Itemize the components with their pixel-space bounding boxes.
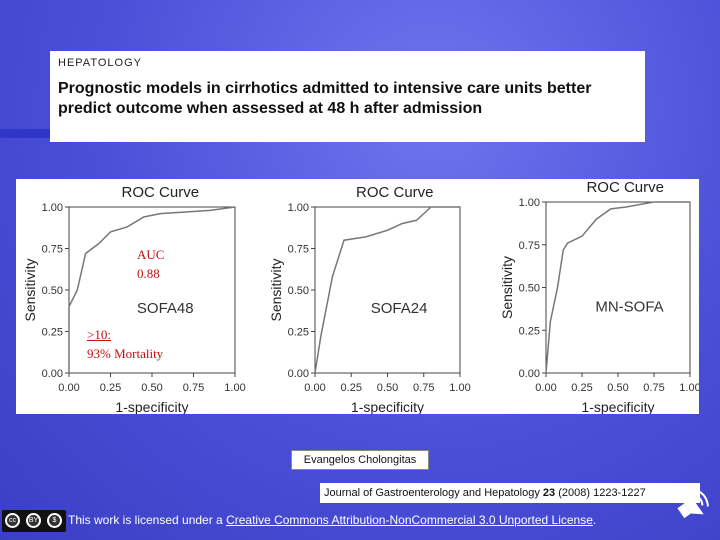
y-tick-label: 0.00: [519, 368, 540, 380]
license-link[interactable]: Creative Commons Attribution-NonCommerci…: [226, 513, 593, 527]
x-tick-label: 0.75: [183, 382, 204, 394]
roc-curve: [68, 206, 236, 373]
roc-curve: [545, 201, 690, 374]
x-tick-label: 0.00: [535, 382, 556, 394]
accent-bar: [0, 129, 56, 138]
article-header: HEPATOLOGY Prognostic models in cirrhoti…: [50, 51, 645, 142]
cc-license-badge[interactable]: cc BY $: [2, 510, 66, 532]
auc-value: 0.88: [137, 266, 160, 281]
x-axis-label: 1-specificity: [351, 399, 424, 414]
x-tick-label: 0.50: [141, 382, 162, 394]
y-axis-label: Sensitivity: [22, 258, 38, 321]
y-tick-label: 0.25: [288, 327, 309, 339]
y-axis-label: Sensitivity: [499, 256, 515, 319]
author-name: Evangelos Cholongitas: [291, 450, 429, 470]
x-tick-label: 0.75: [413, 382, 434, 394]
citation-volume: 23: [542, 487, 556, 499]
roc-charts: ROC Curve 0.00 0.25 0.50 0.75 1.00 0.00 0.25 0.5…: [22, 179, 699, 414]
y-tick-label: 0.50: [288, 285, 309, 297]
y-tick-label: 0.75: [288, 244, 309, 256]
roc-panel: ROC Curve 0.00 0.25 0.50 0.75 1.00 0.00 0.25 0.5…: [16, 179, 699, 414]
threshold-label: >10:: [87, 327, 111, 342]
x-tick-label: 0.25: [100, 382, 121, 394]
x-tick-label: 0.00: [304, 382, 325, 394]
chart-title: ROC Curve: [122, 184, 200, 201]
auc-label: AUC: [137, 247, 165, 262]
attribution-icon: BY: [26, 513, 41, 528]
x-tick-label: 0.50: [377, 382, 398, 394]
y-tick-label: 0.00: [288, 368, 309, 380]
model-label: MN-SOFA: [595, 298, 663, 315]
mortality-label: 93% Mortality: [87, 346, 164, 361]
x-tick-label: 0.50: [607, 382, 628, 394]
cc-icon: cc: [5, 513, 20, 528]
noncommercial-icon: $: [47, 513, 62, 528]
y-tick-label: 0.00: [42, 368, 63, 380]
speaker-icon[interactable]: [672, 480, 716, 528]
y-tick-label: 1.00: [519, 197, 540, 209]
article-title: Prognostic models in cirrhotics admitted…: [58, 80, 592, 117]
x-tick-label: 1.00: [679, 382, 699, 394]
citation-year: (2008) 1223-1227: [558, 487, 646, 499]
y-tick-label: 0.75: [42, 244, 63, 256]
license-text: This work is licensed under a Creative C…: [68, 513, 596, 527]
y-tick-label: 0.25: [42, 327, 63, 339]
model-label: SOFA24: [371, 300, 428, 317]
license-suffix: .: [592, 513, 597, 527]
plot-frame: [314, 206, 461, 374]
plot-frame: [68, 206, 236, 374]
y-tick-label: 1.00: [288, 202, 309, 214]
x-tick-label: 1.00: [449, 382, 470, 394]
y-axis-label: Sensitivity: [268, 258, 284, 321]
y-tick-label: 0.25: [519, 325, 540, 337]
chart-title: ROC Curve: [586, 179, 664, 196]
x-tick-label: 0.75: [643, 382, 664, 394]
journal-name: HEPATOLOGY: [58, 57, 142, 69]
x-tick-label: 0.25: [341, 382, 362, 394]
x-axis-label: 1-specificity: [581, 399, 654, 414]
model-label: SOFA48: [137, 300, 194, 317]
y-tick-label: 0.75: [519, 240, 540, 252]
plot-frame: [545, 201, 691, 374]
citation: Journal of Gastroenterology and Hepatolo…: [320, 483, 700, 503]
citation-journal: Journal of Gastroenterology and Hepatolo…: [324, 487, 540, 499]
x-tick-label: 0.00: [58, 382, 79, 394]
x-tick-label: 1.00: [224, 382, 245, 394]
y-tick-label: 1.00: [42, 202, 63, 214]
roc-curve: [314, 206, 460, 374]
license-prefix: This work is licensed under a: [68, 513, 227, 527]
x-tick-label: 0.25: [571, 382, 592, 394]
chart-title: ROC Curve: [356, 184, 434, 201]
y-tick-label: 0.50: [519, 283, 540, 295]
x-axis-label: 1-specificity: [115, 399, 188, 414]
y-tick-label: 0.50: [42, 285, 63, 297]
